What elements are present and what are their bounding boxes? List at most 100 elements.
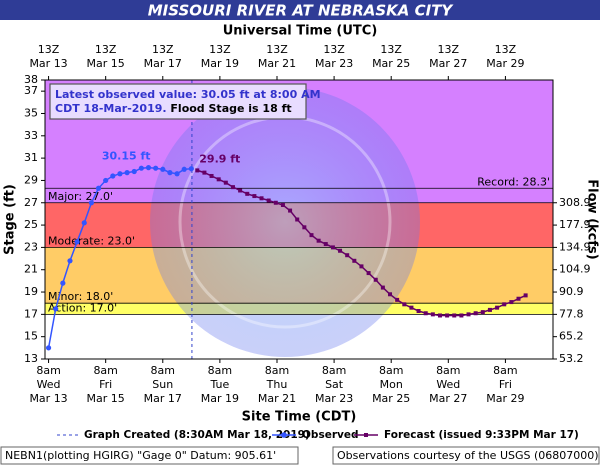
observed-point	[88, 200, 94, 206]
forecast-point	[288, 208, 293, 213]
forecast-point	[280, 202, 285, 207]
forecast-point	[302, 225, 307, 230]
observed-point	[138, 165, 144, 171]
forecast-point	[395, 297, 400, 302]
forecast-point	[352, 258, 357, 263]
utc-tick-label: 13Z	[95, 43, 117, 56]
forecast-point	[295, 217, 300, 222]
y-tick-label: 33	[24, 129, 38, 142]
utc-tick-label: 13Z	[266, 43, 288, 56]
x-tick-date: Mar 21	[258, 392, 296, 405]
forecast-point	[323, 242, 328, 247]
y2-tick-label: 90.9	[559, 285, 584, 298]
x-tick-weekday: Mon	[380, 378, 403, 391]
forecast-point	[316, 238, 321, 243]
x-tick-date: Mar 27	[429, 392, 467, 405]
x-tick-date: Mar 15	[87, 392, 125, 405]
observed-point	[74, 239, 80, 245]
utc-tick-label: 13Z	[152, 43, 174, 56]
x-tick-date: Mar 13	[29, 392, 67, 405]
y-tick-label: 37	[24, 84, 38, 97]
x-tick-date: Mar 25	[372, 392, 410, 405]
threshold-label: Action: 17.0'	[48, 301, 117, 314]
legend-label: Forecast (issued 9:33PM Mar 17)	[384, 429, 579, 441]
observed-point	[145, 165, 152, 171]
forecast-point	[495, 305, 500, 310]
y-tick-label: 23	[24, 240, 38, 253]
utc-tick-date: Mar 17	[144, 57, 182, 70]
utc-tick-label: 13Z	[209, 43, 231, 56]
y-axis-title: Stage (ft)	[3, 184, 18, 255]
forecast-point	[273, 200, 278, 205]
observed-point	[117, 171, 123, 177]
observed-point	[167, 170, 173, 176]
utc-tick-date: Mar 25	[372, 57, 410, 70]
observed-point	[60, 280, 66, 286]
forecast-point	[252, 194, 257, 199]
observed-point	[188, 166, 194, 172]
forecast-point	[309, 233, 314, 238]
x-tick-label: 8am	[322, 364, 346, 377]
info-line-1: Latest observed value: 30.05 ft at 8:00 …	[55, 88, 321, 101]
forecast-point	[509, 300, 514, 305]
observed-point	[160, 166, 166, 172]
forecast-point	[445, 313, 450, 318]
utc-tick-date: Mar 23	[315, 57, 353, 70]
y-tick-label: 25	[24, 218, 38, 231]
forecast-point	[338, 248, 343, 253]
legend-label: Observed	[302, 429, 358, 441]
footer-right: Observations courtesy of the USGS (06807…	[337, 449, 599, 462]
annotation: 29.9 ft	[199, 152, 240, 165]
x-tick-label: 8am	[36, 364, 60, 377]
x-tick-date: Mar 29	[486, 392, 524, 405]
forecast-point	[345, 253, 350, 258]
footer-right-box	[332, 446, 600, 465]
y2-tick-label: 308.9	[559, 196, 591, 209]
utc-tick-date: Mar 27	[429, 57, 467, 70]
forecast-point	[359, 264, 364, 269]
forecast-point	[502, 302, 507, 307]
utc-tick-label: 13Z	[323, 43, 345, 56]
forecast-point	[473, 311, 478, 316]
footer-left: NEBN1(plotting HGIRG) "Gage 0" Datum: 90…	[5, 449, 276, 462]
y-tick-label: 31	[24, 151, 38, 164]
forecast-point	[230, 185, 235, 190]
x-tick-label: 8am	[265, 364, 289, 377]
legend-label-created: Graph Created (8:30AM Mar 18, 2019)	[84, 429, 310, 441]
x-tick-label: 8am	[493, 364, 517, 377]
plot-frame	[44, 79, 554, 360]
forecast-point	[409, 305, 414, 310]
annotation: 30.15 ft	[102, 150, 151, 163]
threshold-label: Moderate: 23.0'	[48, 234, 135, 247]
forecast-point	[202, 170, 207, 175]
observed-point	[103, 177, 109, 184]
x-tick-weekday: Sat	[325, 378, 344, 391]
observed-point	[181, 166, 187, 172]
y-tick-label: 15	[24, 330, 38, 343]
info-line-2-flood: Flood Stage is 18 ft	[167, 102, 292, 115]
x-axis-title: Site Time (CDT)	[242, 410, 357, 425]
info-box	[49, 83, 307, 120]
y2-tick-label: 104.9	[559, 263, 591, 276]
threshold-label: Minor: 18.0'	[48, 290, 113, 303]
forecast-point	[195, 168, 200, 173]
forecast-point	[423, 311, 428, 316]
forecast-point	[437, 313, 442, 318]
forecast-point	[373, 277, 378, 282]
forecast-point	[480, 310, 485, 315]
y2-tick-label: 53.2	[559, 352, 584, 365]
forecast-point	[430, 312, 435, 317]
forecast-point	[402, 302, 407, 307]
x-tick-weekday: Fri	[99, 378, 112, 391]
observed-point	[67, 258, 73, 264]
observed-point	[110, 173, 116, 179]
forecast-point	[266, 198, 271, 203]
x-tick-date: Mar 17	[144, 392, 182, 405]
y2-axis-title: Flow (kcfs)	[585, 179, 600, 259]
utc-tick-date: Mar 21	[258, 57, 296, 70]
y-tick-label: 27	[24, 196, 38, 209]
y2-tick-label: 134.9	[559, 240, 591, 253]
x-tick-weekday: Sun	[152, 378, 173, 391]
y-tick-label: 21	[24, 263, 38, 276]
